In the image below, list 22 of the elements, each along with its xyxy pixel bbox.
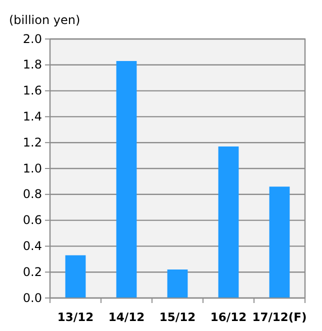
y-tick-label: 0.6 — [22, 213, 42, 228]
bar — [218, 146, 239, 298]
bar — [269, 186, 290, 298]
bar — [65, 255, 86, 298]
y-tick-label: 1.6 — [22, 84, 42, 98]
y-tick-label: 0.0 — [22, 290, 42, 305]
x-tick-label: 13/12 — [57, 310, 94, 324]
x-tick-label: 16/12 — [210, 310, 247, 324]
y-tick-label: 1.0 — [22, 161, 42, 176]
x-tick-label: 17/12(F) — [252, 310, 307, 324]
y-tick-label: 1.4 — [22, 110, 42, 124]
y-tick-label: 1.8 — [22, 58, 42, 72]
y-tick-label: 0.8 — [22, 187, 42, 202]
y-tick-label: 2.0 — [22, 32, 42, 46]
bar — [167, 270, 188, 298]
bar — [116, 61, 137, 298]
y-tick-label: 0.4 — [22, 239, 42, 254]
y-tick-label: 1.2 — [22, 135, 42, 150]
x-tick-label: 15/12 — [159, 310, 196, 324]
y-tick-label: 0.2 — [22, 264, 42, 279]
x-tick-label: 14/12 — [108, 310, 145, 324]
y-axis-title: (billion yen) — [9, 13, 80, 27]
